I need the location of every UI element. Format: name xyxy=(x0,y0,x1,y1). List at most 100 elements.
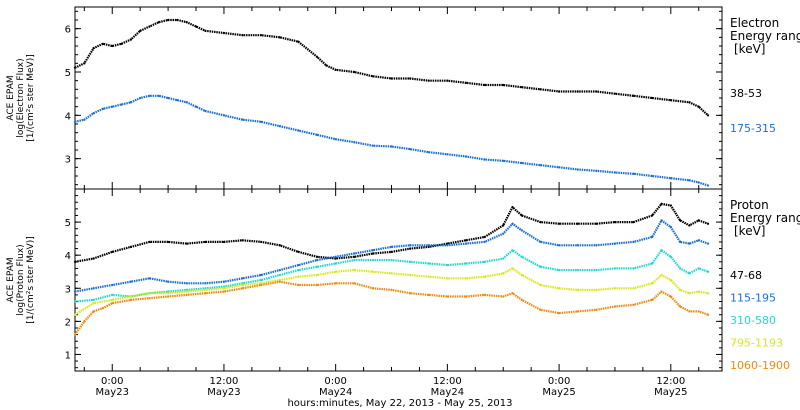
data-point xyxy=(204,109,207,113)
data-point xyxy=(669,177,672,180)
data-point xyxy=(632,287,635,290)
data-point xyxy=(576,90,579,93)
data-point xyxy=(129,101,132,104)
data-point xyxy=(120,42,123,45)
data-point xyxy=(315,259,319,262)
data-point xyxy=(688,272,691,275)
data-point xyxy=(222,31,226,35)
data-point xyxy=(464,155,468,158)
data-point xyxy=(315,133,319,136)
data-point xyxy=(446,295,449,298)
data-point xyxy=(353,259,356,262)
data-point xyxy=(595,90,598,93)
data-point xyxy=(353,268,356,272)
data-point xyxy=(669,225,672,229)
data-point xyxy=(651,298,654,301)
data-point xyxy=(129,295,132,298)
data-point xyxy=(278,278,281,282)
data-point xyxy=(111,105,114,108)
data-point xyxy=(353,252,356,255)
data-point xyxy=(73,290,77,293)
data-point xyxy=(148,292,151,295)
legend-subtitle: Energy range xyxy=(730,29,800,43)
data-point xyxy=(194,25,198,28)
data-point xyxy=(390,77,393,80)
data-point xyxy=(483,240,486,244)
data-point xyxy=(557,268,561,272)
x-tick-date: May24 xyxy=(319,387,352,398)
data-point xyxy=(222,240,226,244)
x-tick-date: May25 xyxy=(542,387,575,398)
data-point xyxy=(139,29,142,32)
data-point xyxy=(111,250,114,253)
data-point xyxy=(464,262,468,265)
data-point xyxy=(334,262,337,265)
data-point xyxy=(353,141,356,144)
x-tick-label: 0:00 xyxy=(548,376,570,387)
data-point xyxy=(260,240,263,244)
data-point xyxy=(651,214,654,217)
x-tick-label: 12:00 xyxy=(433,376,462,387)
data-point xyxy=(557,166,561,169)
data-point xyxy=(502,159,505,162)
data-point xyxy=(166,96,170,100)
data-point xyxy=(697,290,700,293)
data-point xyxy=(697,310,700,313)
data-point xyxy=(92,287,95,290)
data-point xyxy=(101,307,105,310)
data-point xyxy=(688,224,691,227)
data-point xyxy=(371,252,374,255)
data-point xyxy=(390,250,393,253)
data-point xyxy=(371,249,374,252)
data-point xyxy=(390,288,393,292)
data-point xyxy=(632,267,635,270)
data-point xyxy=(632,240,635,244)
data-point xyxy=(595,244,598,247)
data-point xyxy=(297,129,300,132)
data-point xyxy=(539,265,542,268)
data-point xyxy=(185,282,188,285)
data-point xyxy=(511,206,514,209)
data-point xyxy=(576,168,579,171)
data-point xyxy=(73,300,77,303)
data-point xyxy=(520,298,523,301)
data-point xyxy=(73,313,77,316)
y-axis-label-line: log(Electron Flux) xyxy=(16,58,26,137)
data-point xyxy=(334,68,337,71)
data-point xyxy=(520,161,523,165)
data-point xyxy=(520,273,523,277)
data-point xyxy=(697,239,700,242)
data-point xyxy=(688,310,691,313)
data-point xyxy=(669,99,672,102)
data-point xyxy=(679,219,682,222)
series-line-310-580 xyxy=(74,249,709,303)
data-point xyxy=(557,90,561,93)
data-point xyxy=(446,79,449,82)
data-point xyxy=(483,260,486,263)
y-tick-label: 5 xyxy=(65,68,71,79)
data-point xyxy=(204,287,207,290)
data-point xyxy=(613,305,617,308)
data-point xyxy=(241,118,244,121)
data-point xyxy=(148,297,151,300)
data-point xyxy=(483,235,486,239)
data-point xyxy=(651,282,654,285)
y-axis-label-line: ACE EPAM xyxy=(6,75,16,120)
data-point xyxy=(148,240,151,244)
data-point xyxy=(483,158,486,161)
data-point xyxy=(315,283,319,287)
data-point xyxy=(390,245,393,249)
data-point xyxy=(148,94,151,97)
data-point xyxy=(502,232,505,235)
y-axis-label-line: log(Proton Flux) xyxy=(16,244,26,315)
data-point xyxy=(595,268,598,272)
data-point xyxy=(539,283,542,287)
data-point xyxy=(73,66,77,69)
data-point xyxy=(409,77,412,80)
data-point xyxy=(520,214,523,217)
data-point xyxy=(353,70,356,74)
data-point xyxy=(660,202,663,205)
data-point xyxy=(427,262,430,265)
x-axis-label: hours:minutes, May 22, 2013 - May 25, 20… xyxy=(287,398,512,409)
data-point xyxy=(669,204,672,207)
